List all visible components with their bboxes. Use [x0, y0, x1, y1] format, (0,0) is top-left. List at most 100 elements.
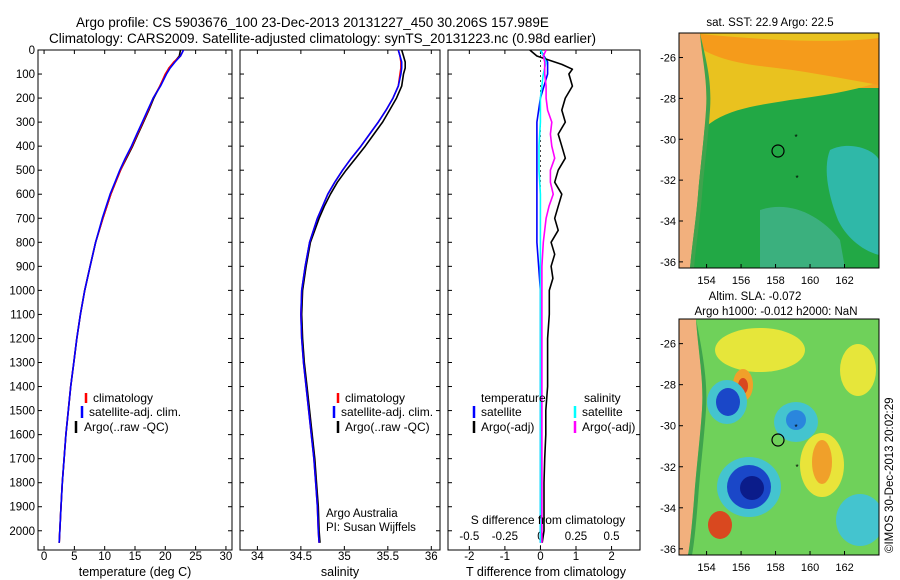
s-diff-argo-line — [541, 50, 556, 543]
legend-temp-argo-label: Argo(-adj) — [481, 420, 534, 434]
legend-salt-satellite-label: satellite — [582, 405, 623, 419]
depth-tick-label: 900 — [16, 261, 35, 273]
difference-depth-ticks — [448, 49, 640, 532]
legend-temperature-title: temperature — [481, 391, 546, 405]
temperature-tick-label: 5 — [71, 551, 77, 563]
temperature-legend: climatology satellite-adj. clim. Argo(..… — [74, 391, 181, 434]
longitude-tick-label: 154 — [697, 275, 715, 287]
latitude-tick-label: -28 — [660, 93, 676, 105]
sst-map: sat. SST: 22.9 Argo: 22.5 * * -26-28-30-… — [660, 17, 880, 287]
s-difference-tick-label: -0.25 — [492, 531, 518, 543]
sst-map-title: sat. SST: 22.9 Argo: 22.5 — [706, 17, 833, 29]
longitude-tick-label: 156 — [732, 562, 750, 574]
salinity-note-line2: PI: Susan Wijffels — [326, 522, 416, 534]
salinity-satellite-adj-clim-line — [300, 50, 403, 543]
legend-argo-label: Argo(..raw -QC) — [345, 420, 430, 434]
difference-panel: -2 -1 0 1 2 -0.5 -0.25 0 0.25 0.5 temperature sa… — [447, 49, 641, 579]
difference-legend: temperature satellite Argo(-adj) salinit… — [472, 391, 635, 434]
latitude-tick-label: -26 — [660, 339, 676, 351]
temperature-axis-label: temperature (deg C) — [79, 565, 192, 579]
depth-tick-label: 0 — [29, 45, 35, 57]
depth-tick-label: 200 — [16, 93, 35, 105]
t-difference-axis-label: T difference from climatology — [466, 565, 627, 579]
s-diff-satellite-line — [538, 50, 547, 543]
s-difference-tick-label: 0.25 — [565, 531, 587, 543]
sla-red-eddy-2 — [708, 511, 732, 539]
s-difference-tick-label: -0.5 — [459, 531, 479, 543]
depth-tick-label: 800 — [16, 237, 35, 249]
sst-float-marker-2: * — [795, 174, 798, 183]
figure-title-line2: Climatology: CARS2009. Satellite-adjuste… — [49, 31, 596, 46]
temperature-satellite-adj-clim-line — [58, 50, 185, 543]
sla-land — [679, 319, 703, 555]
temperature-tick-label: 20 — [159, 551, 172, 563]
sla-yellow-zone — [715, 328, 805, 372]
depth-tick-label: 1600 — [9, 430, 35, 442]
t-difference-axis-ticks: -2 -1 0 1 2 — [464, 50, 615, 563]
depth-tick-label: 400 — [16, 141, 35, 153]
legend-salt-argo-label: Argo(-adj) — [582, 420, 635, 434]
t-difference-tick-label: 0 — [537, 551, 543, 563]
legend-satellite-label: satellite-adj. clim. — [89, 405, 181, 419]
depth-tick-label: 1400 — [9, 382, 35, 394]
sst-yellow-band — [690, 33, 879, 85]
sst-map-frame — [678, 32, 880, 269]
t-difference-tick-label: -2 — [464, 551, 474, 563]
salinity-legend: climatology satellite-adj. clim. Argo(..… — [332, 391, 433, 434]
salinity-tick-label: 35.5 — [377, 551, 399, 563]
salinity-tick-label: 34.5 — [290, 551, 312, 563]
sla-yellow-east — [840, 344, 876, 396]
temperature-profiles — [58, 50, 185, 543]
sst-cool-patch-east — [826, 145, 879, 255]
salinity-depth-ticks — [240, 49, 440, 532]
latitude-tick-label: -28 — [660, 380, 676, 392]
sla-cyan-southeast — [836, 494, 879, 546]
latitude-tick-label: -36 — [660, 544, 676, 556]
latitude-tick-label: -32 — [660, 175, 676, 187]
sla-deep-blue-eddy — [740, 476, 764, 500]
longitude-tick-label: 160 — [801, 275, 819, 287]
longitude-tick-label: 160 — [801, 562, 819, 574]
sla-map-title-line2: Argo h1000: -0.012 h2000: NaN — [694, 306, 857, 318]
depth-tick-label: 700 — [16, 213, 35, 225]
temperature-tick-label: 0 — [41, 551, 47, 563]
figure-title-line1: Argo profile: CS 5903676_100 23-Dec-2013… — [76, 15, 549, 30]
longitude-tick-label: 162 — [835, 562, 853, 574]
salinity-axis-label: salinity — [321, 565, 360, 579]
sla-blue-eddy-1 — [716, 388, 740, 416]
legend-satellite-label: satellite-adj. clim. — [341, 405, 433, 419]
legend-temp-satellite-label: satellite — [481, 405, 522, 419]
s-difference-axis-label: S difference from climatology — [471, 513, 626, 527]
salinity-argo-raw-line — [300, 50, 406, 543]
longitude-tick-label: 156 — [732, 275, 750, 287]
imos-credit: ©IMOS 30-Dec-2013 20:02:29 — [884, 397, 896, 553]
depth-tick-label: 300 — [16, 117, 35, 129]
legend-argo-label: Argo(..raw -QC) — [84, 420, 169, 434]
latitude-tick-label: -34 — [660, 216, 676, 228]
t-difference-tick-label: -1 — [500, 551, 510, 563]
depth-tick-label: 500 — [16, 165, 35, 177]
sla-argo-position-marker — [771, 433, 785, 447]
temperature-axis-ticks: 0 5 10 15 20 25 30 — [41, 50, 232, 563]
sla-orange-eddy-2 — [812, 440, 832, 484]
salinity-tick-label: 34 — [251, 551, 264, 563]
sst-argo-position-marker — [771, 144, 785, 158]
depth-tick-label: 1000 — [9, 285, 35, 297]
salinity-axis-ticks: 34 34.5 35 35.5 36 — [251, 50, 438, 563]
sla-float-marker-2: * — [795, 463, 798, 472]
sla-coast-band — [688, 319, 707, 555]
longitude-tick-label: 158 — [766, 562, 784, 574]
longitude-tick-label: 154 — [697, 562, 715, 574]
salinity-panel: 34 34.5 35 35.5 36 climatology satellite-adj… — [239, 49, 441, 579]
temperature-panel: 0100200300400500600700800900100011001200… — [9, 45, 233, 579]
legend-salinity-title: salinity — [584, 391, 621, 405]
t-diff-argo-line — [529, 50, 574, 543]
temperature-tick-label: 15 — [129, 551, 142, 563]
salinity-axes-frame — [239, 49, 441, 551]
depth-tick-label: 100 — [16, 69, 35, 81]
depth-tick-label: 1200 — [9, 333, 35, 345]
depth-tick-label: 1100 — [10, 309, 35, 321]
temperature-tick-label: 10 — [98, 551, 111, 563]
longitude-tick-label: 162 — [835, 275, 853, 287]
depth-tick-label: 1300 — [9, 358, 35, 370]
